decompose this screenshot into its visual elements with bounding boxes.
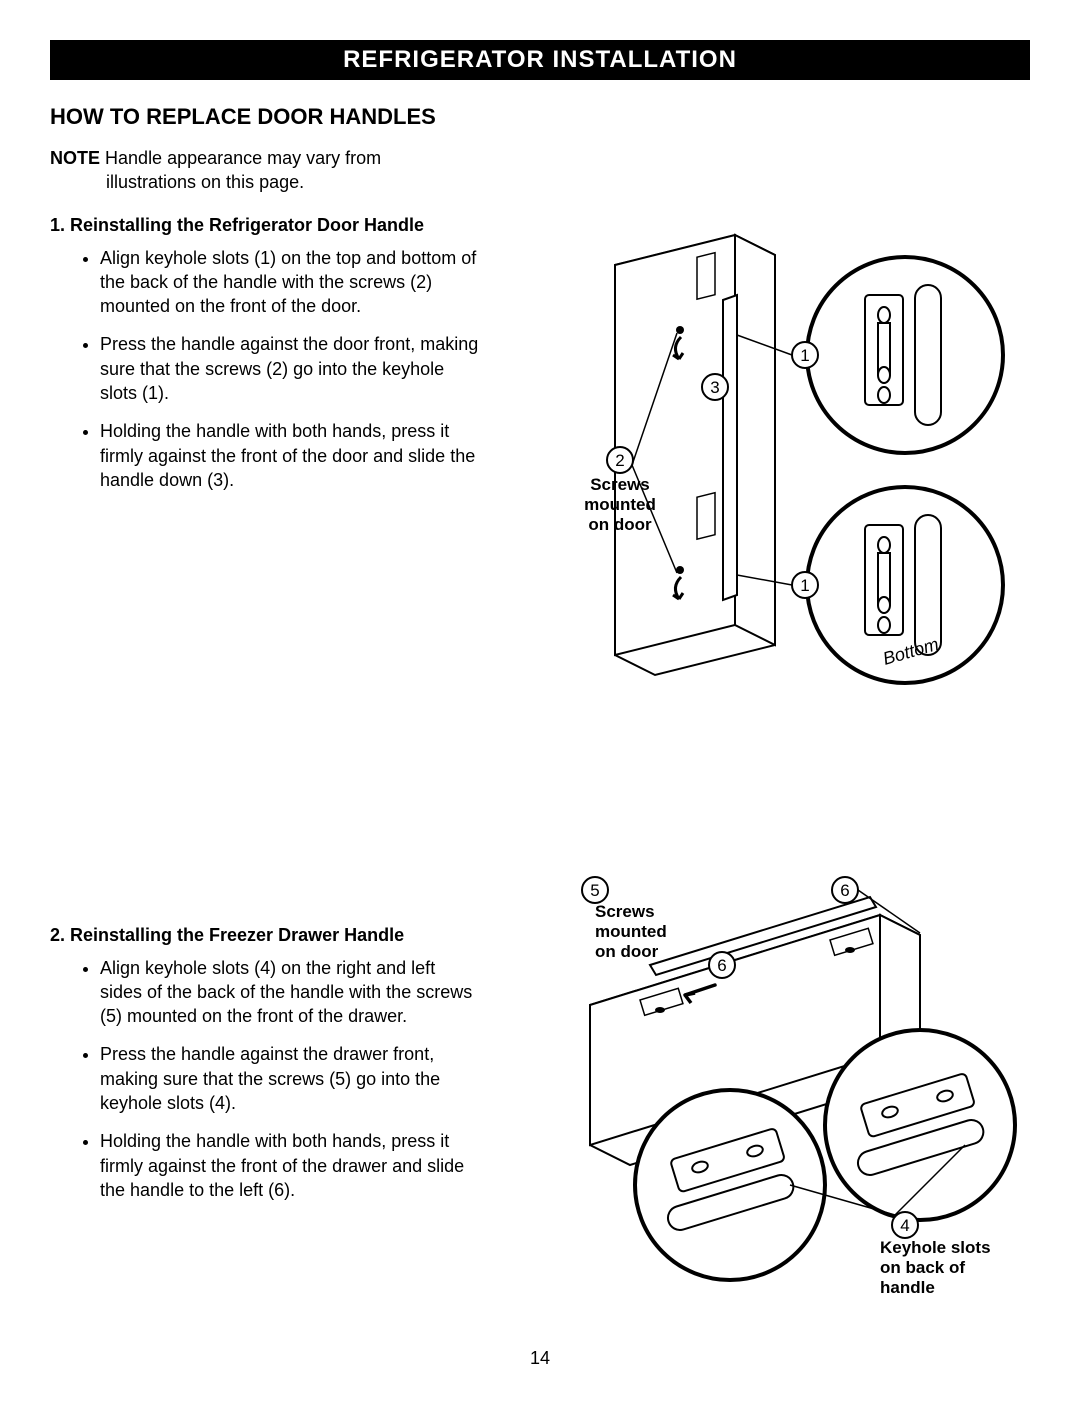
step1-title: 1. Reinstalling the Refrigerator Door Ha… — [50, 215, 480, 236]
fig2-callout-4: 4 — [900, 1216, 909, 1235]
section-1-text: 1. Reinstalling the Refrigerator Door Ha… — [50, 215, 480, 507]
section-2: 2. Reinstalling the Freezer Drawer Handl… — [50, 855, 1030, 1315]
fig1-label2-l3: on door — [588, 515, 652, 534]
step2-bullets: Align keyhole slots (4) on the right and… — [50, 956, 480, 1203]
note-block: NOTE Handle appearance may vary from ill… — [50, 146, 1030, 195]
fig2-label4-l3: handle — [880, 1278, 935, 1297]
figure-2-svg: 5 6 6 4 Screws mounted on door Keyhole s… — [500, 855, 1040, 1315]
figure-1-svg: Bottom 1 1 3 2 Screws mounted on d — [505, 215, 1025, 715]
fig2-callout-5: 5 — [590, 881, 599, 900]
figure-2: 5 6 6 4 Screws mounted on door Keyhole s… — [500, 855, 1040, 1315]
step1-bullet-2: Press the handle against the door front,… — [100, 332, 480, 405]
fig1-label2-l1: Screws — [590, 475, 650, 494]
figure-1: Bottom 1 1 3 2 Screws mounted on d — [500, 215, 1030, 715]
step2-bullet-2: Press the handle against the drawer fron… — [100, 1042, 480, 1115]
header-bar: REFRIGERATOR INSTALLATION — [50, 40, 1030, 80]
note-text-1: Handle appearance may vary from — [105, 148, 381, 168]
step2-bullet-3: Holding the handle with both hands, pres… — [100, 1129, 480, 1202]
fig2-label4-l2: on back of — [880, 1258, 965, 1277]
page-number: 14 — [0, 1348, 1080, 1369]
fig2-label5-l1: Screws — [595, 902, 655, 921]
section-1: 1. Reinstalling the Refrigerator Door Ha… — [50, 215, 1030, 715]
fig1-callout-1b: 1 — [800, 576, 809, 595]
step1-bullet-3: Holding the handle with both hands, pres… — [100, 419, 480, 492]
fig2-label5-l2: mounted — [595, 922, 667, 941]
step2-bullet-1: Align keyhole slots (4) on the right and… — [100, 956, 480, 1029]
fig1-callout-1a: 1 — [800, 346, 809, 365]
section-title: HOW TO REPLACE DOOR HANDLES — [50, 104, 1030, 130]
step1-bullet-1: Align keyhole slots (1) on the top and b… — [100, 246, 480, 319]
section-2-text: 2. Reinstalling the Freezer Drawer Handl… — [50, 855, 480, 1217]
step1-bullets: Align keyhole slots (1) on the top and b… — [50, 246, 480, 493]
note-label: NOTE — [50, 148, 100, 168]
step2-title: 2. Reinstalling the Freezer Drawer Handl… — [50, 925, 480, 946]
fig1-label2-l2: mounted — [584, 495, 656, 514]
fig2-label5-l3: on door — [595, 942, 659, 961]
note-text-2: illustrations on this page. — [50, 170, 1030, 194]
fig1-callout-3: 3 — [710, 378, 719, 397]
fig2-callout-6b: 6 — [717, 956, 726, 975]
fig2-label4-l1: Keyhole slots — [880, 1238, 991, 1257]
fig2-callout-6a: 6 — [840, 881, 849, 900]
fig1-callout-2: 2 — [615, 451, 624, 470]
